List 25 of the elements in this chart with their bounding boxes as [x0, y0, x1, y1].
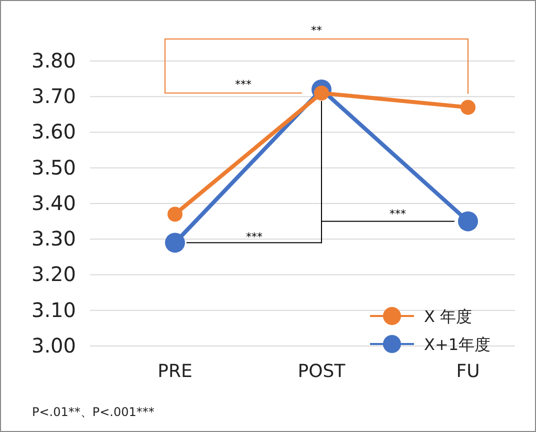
annotation: *** — [390, 207, 406, 220]
legend-label: X+1年度 — [424, 335, 491, 354]
significance-bracket: *** — [164, 78, 302, 94]
x-tick-label: FU — [456, 360, 480, 382]
annotation: *** — [246, 230, 263, 244]
y-tick-label: 3.30 — [31, 226, 76, 251]
y-tick-label: 3.80 — [31, 48, 76, 72]
annotation: *** — [235, 78, 252, 92]
y-tick-label: 3.60 — [31, 120, 76, 144]
y-tick-label: 3.20 — [31, 262, 76, 286]
y-tick-label: 3.10 — [31, 298, 76, 322]
y-tick-label: 3.70 — [31, 84, 76, 108]
point — [165, 232, 185, 253]
x-tick-label: POST — [298, 360, 346, 382]
x-tick-label: PRE — [158, 360, 192, 382]
significance-bracket: *** — [186, 101, 322, 244]
point — [460, 100, 476, 115]
point — [168, 206, 182, 222]
y-tick-label: 3.40 — [31, 190, 76, 215]
significance-bracket: *** — [321, 207, 454, 222]
text: P<.01**、P<.001*** — [32, 405, 154, 419]
point — [458, 211, 478, 232]
y-tick-label: 3.00 — [31, 333, 76, 358]
y-tick-label: 3.50 — [31, 155, 76, 180]
legend-label: X 年度 — [424, 307, 472, 326]
